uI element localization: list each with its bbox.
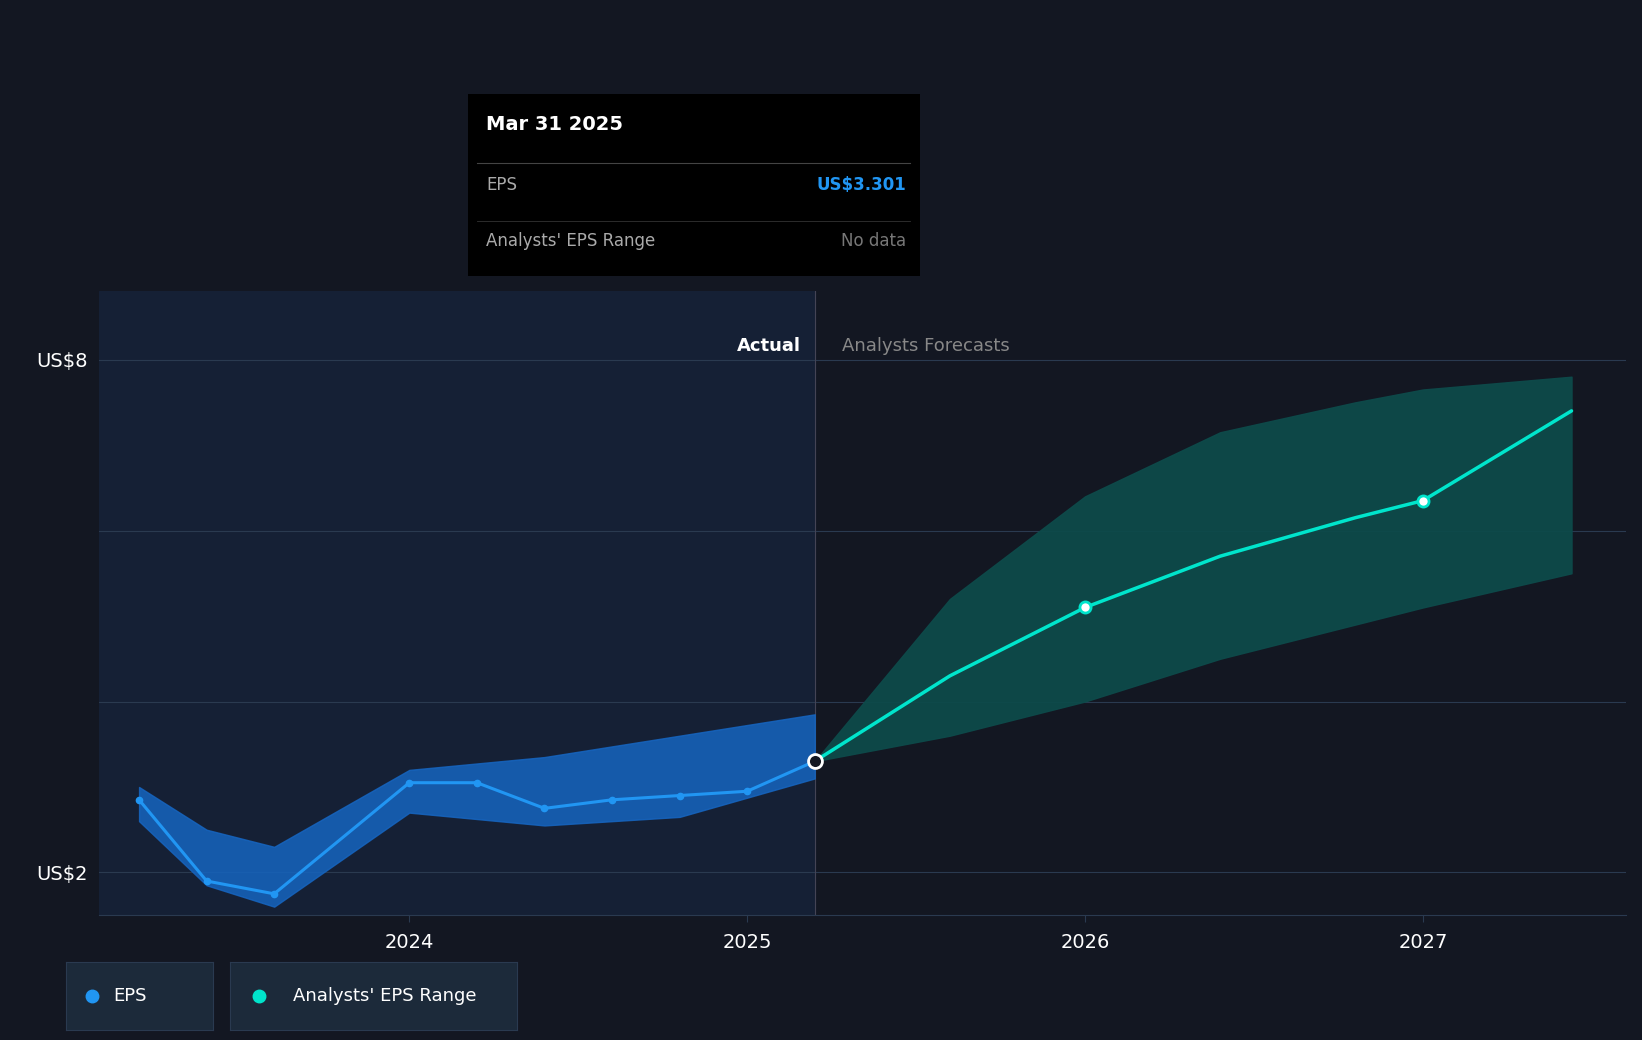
Text: Analysts Forecasts: Analysts Forecasts: [842, 337, 1010, 356]
Bar: [99, 291, 814, 915]
Text: No data: No data: [841, 232, 906, 250]
Text: EPS: EPS: [113, 987, 146, 1005]
Text: Mar 31 2025: Mar 31 2025: [486, 115, 622, 134]
Text: Analysts' EPS Range: Analysts' EPS Range: [294, 987, 476, 1005]
Text: US$3.301: US$3.301: [816, 176, 906, 193]
Text: Analysts' EPS Range: Analysts' EPS Range: [486, 232, 655, 250]
Text: Actual: Actual: [737, 337, 801, 356]
Text: EPS: EPS: [486, 176, 517, 193]
